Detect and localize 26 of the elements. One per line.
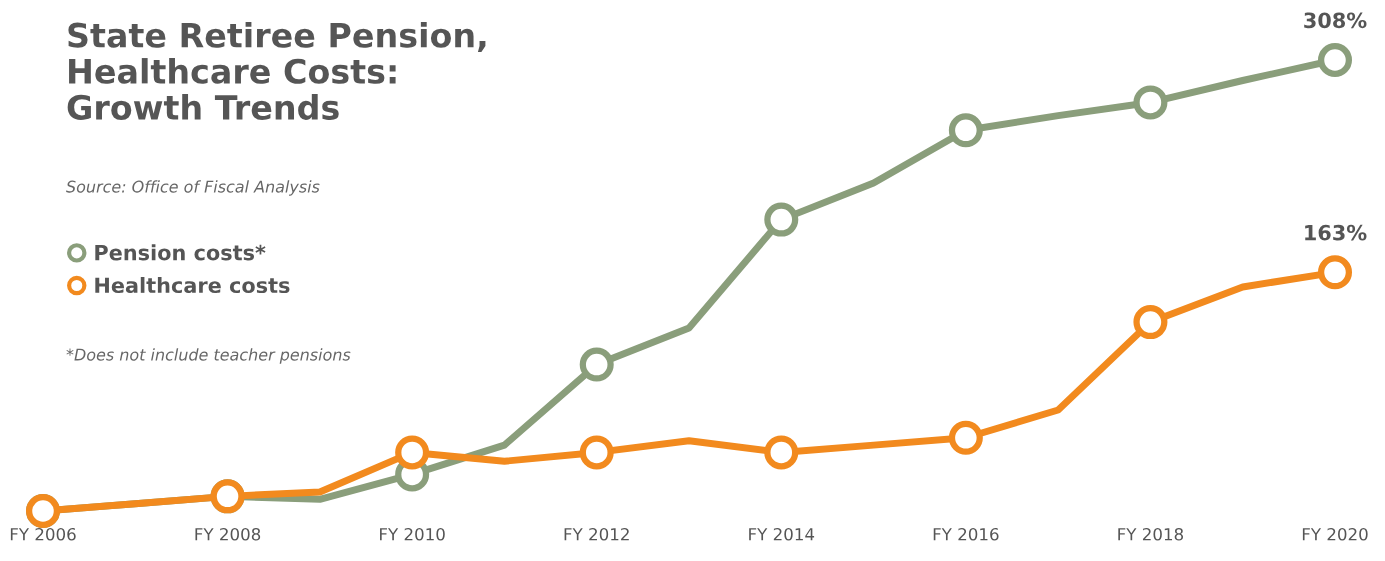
- point: [1317, 255, 1353, 290]
- point: [764, 202, 799, 237]
- point: [579, 347, 614, 382]
- x-tick-label: FY 2016: [933, 527, 999, 541]
- x-tick-label: FY 2010: [380, 527, 445, 541]
- annotation: Source: Office of Fiscal Analysis: [66, 180, 320, 196]
- point: [948, 113, 983, 148]
- x-tick-label: FY 2012: [564, 527, 629, 541]
- point: [1133, 85, 1168, 120]
- point: [395, 435, 430, 470]
- x-tick-label: FY 2018: [1118, 527, 1184, 541]
- point: [948, 420, 983, 455]
- legend-label: Healthcare costs: [95, 277, 290, 294]
- point: [579, 435, 614, 470]
- x-tick-label: FY 2008: [195, 527, 261, 541]
- point: [1317, 42, 1353, 78]
- annotation: *Does not include teacher pensions: [66, 348, 351, 364]
- point: [1133, 305, 1168, 340]
- data-label: 308%: [1304, 12, 1367, 29]
- x-tick-label: FY 2020: [1302, 527, 1368, 541]
- x-tick-label: FY 2014: [749, 527, 815, 541]
- chart-title: State Retiree Pension, Healthcare Costs: Growth Trends: [67, 22, 486, 120]
- x-tick-label: FY 2006: [10, 527, 76, 541]
- data-label: 163%: [1305, 224, 1367, 241]
- legend-label: Pension costs*: [95, 244, 266, 261]
- point: [764, 435, 799, 470]
